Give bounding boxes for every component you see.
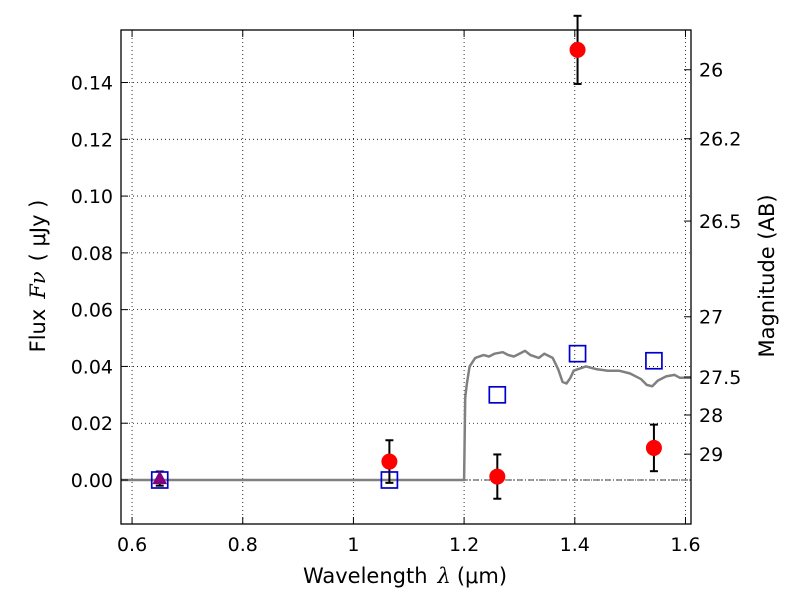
flux-point xyxy=(489,468,506,485)
y-tick-label: 0.12 xyxy=(71,129,113,151)
y-tick-label: 0.08 xyxy=(71,243,113,265)
y2-tick-label: 26.2 xyxy=(699,129,741,151)
y-tick-label: 0.10 xyxy=(71,186,113,208)
model-point xyxy=(488,385,507,404)
y-tick-label: 0.06 xyxy=(71,300,113,322)
x-tick-label: 1.2 xyxy=(449,534,479,556)
y2-tick-label: 27.5 xyxy=(699,367,741,389)
y-axis-label: FluxFν( μJy ) xyxy=(26,200,50,353)
grid-lines xyxy=(121,30,691,524)
x-axis-label: Wavelength λ (μm) xyxy=(303,564,507,588)
y-tick-label: 0.00 xyxy=(71,470,113,492)
y-tick-label: 0.04 xyxy=(71,356,113,378)
plot-frame xyxy=(120,29,692,525)
y2-tick-label: 27 xyxy=(699,307,723,329)
y-tick-label: 0.14 xyxy=(71,73,113,95)
upper-limit-point xyxy=(152,470,168,485)
y2-tick-label: 28 xyxy=(699,405,723,427)
x-tick-label: 1.6 xyxy=(670,534,700,556)
y-tick-label: 0.02 xyxy=(71,413,113,435)
flux-point xyxy=(569,41,586,58)
y2-tick-label: 29 xyxy=(699,444,723,466)
x-tick-label: 0.8 xyxy=(228,534,258,556)
model-point xyxy=(645,351,663,370)
x-tick-label: 0.6 xyxy=(117,534,147,556)
flux-point xyxy=(381,453,398,470)
error-bars xyxy=(155,14,658,500)
flux-point xyxy=(645,439,662,456)
model-spectrum xyxy=(121,349,691,482)
axis-ticks: 0.6 0.8 1 1.2 1.4 1.6 0.00 0.02 0.04 0.06 0.08 0.10… xyxy=(71,30,741,556)
data-markers xyxy=(150,41,663,489)
x-tick-label: 1 xyxy=(347,534,359,556)
y2-axis-label: Magnitude (AB) xyxy=(755,194,779,357)
y2-tick-label: 26.5 xyxy=(699,211,741,233)
y2-tick-label: 26 xyxy=(699,60,723,82)
model-point xyxy=(380,471,399,489)
x-tick-label: 1.4 xyxy=(560,534,590,556)
model-point xyxy=(568,344,587,363)
model-spectrum-line xyxy=(121,349,691,482)
